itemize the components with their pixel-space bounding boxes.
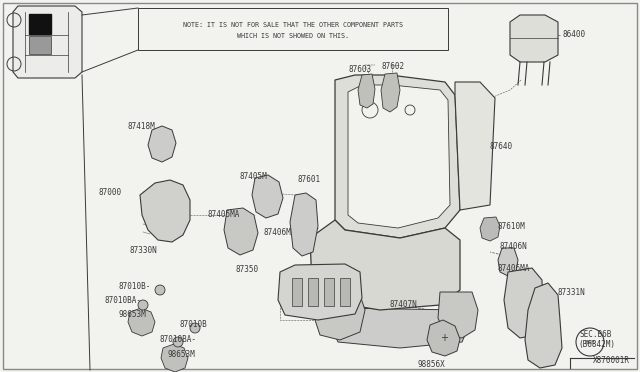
Polygon shape	[315, 295, 365, 340]
Polygon shape	[148, 126, 176, 162]
Text: 87406M: 87406M	[264, 228, 292, 237]
Bar	[29, 36, 51, 54]
Polygon shape	[161, 344, 188, 372]
Text: 98653M: 98653M	[118, 310, 146, 319]
Circle shape	[138, 300, 148, 310]
Polygon shape	[140, 180, 190, 242]
Text: NOTE: IT IS NOT FOR SALE THAT THE OTHER COMPONENT PARTS: NOTE: IT IS NOT FOR SALE THAT THE OTHER …	[183, 22, 403, 28]
Polygon shape	[332, 308, 468, 348]
Polygon shape	[480, 217, 500, 241]
Polygon shape	[224, 208, 258, 255]
Text: +: +	[440, 333, 448, 343]
Polygon shape	[290, 193, 318, 256]
Text: SEC.B6B: SEC.B6B	[580, 330, 612, 339]
Text: 87601: 87601	[298, 175, 321, 184]
Text: X870001R: X870001R	[593, 356, 630, 365]
Text: 87010B: 87010B	[180, 320, 208, 329]
Polygon shape	[438, 292, 478, 338]
Text: 87330N: 87330N	[130, 246, 157, 255]
Text: B6B: B6B	[584, 340, 595, 344]
Polygon shape	[348, 85, 450, 228]
Polygon shape	[13, 6, 82, 78]
Text: WHICH IS NOT SHOWED ON THIS.: WHICH IS NOT SHOWED ON THIS.	[237, 33, 349, 39]
Polygon shape	[358, 74, 375, 108]
Polygon shape	[510, 15, 558, 62]
Polygon shape	[128, 308, 155, 336]
Text: 98653M: 98653M	[167, 350, 195, 359]
Circle shape	[155, 285, 165, 295]
Circle shape	[173, 337, 183, 347]
Polygon shape	[278, 264, 362, 320]
Text: 86400: 86400	[563, 30, 586, 39]
Bar	[29, 14, 51, 34]
Text: 87010B-: 87010B-	[118, 282, 150, 291]
Polygon shape	[427, 320, 460, 356]
Polygon shape	[498, 248, 518, 276]
Text: 87406N: 87406N	[500, 242, 528, 251]
Bar	[138, 8, 448, 50]
Circle shape	[576, 328, 604, 356]
Text: 87010BA-: 87010BA-	[160, 335, 197, 344]
Text: 87418M: 87418M	[127, 122, 155, 131]
Text: 87331N: 87331N	[558, 288, 586, 297]
Polygon shape	[525, 283, 562, 368]
Polygon shape	[335, 75, 460, 238]
Text: 87610M: 87610M	[498, 222, 525, 231]
Text: 98856X: 98856X	[418, 360, 445, 369]
Polygon shape	[455, 82, 495, 210]
Text: 87350: 87350	[235, 265, 258, 274]
Text: 87407N: 87407N	[390, 300, 418, 309]
Bar	[292, 278, 302, 306]
Text: 87405M: 87405M	[240, 172, 268, 181]
Text: 87406MA: 87406MA	[498, 264, 531, 273]
Text: 87010BA-: 87010BA-	[104, 296, 141, 305]
Bar	[308, 278, 318, 306]
Bar	[324, 278, 334, 306]
Text: 87405MA: 87405MA	[207, 210, 239, 219]
Text: 87640: 87640	[490, 142, 513, 151]
Polygon shape	[252, 175, 283, 218]
Polygon shape	[310, 220, 460, 310]
Polygon shape	[504, 268, 543, 338]
Text: 87000: 87000	[98, 188, 121, 197]
Circle shape	[190, 323, 200, 333]
Polygon shape	[381, 73, 400, 112]
Text: 87602: 87602	[382, 62, 405, 71]
Bar	[340, 278, 350, 306]
Text: 87603: 87603	[349, 65, 372, 74]
Text: (B6842M): (B6842M)	[578, 340, 615, 349]
